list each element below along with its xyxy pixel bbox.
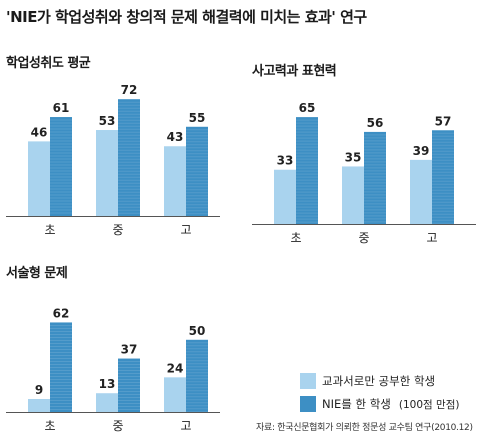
bar-nie-2: [186, 339, 208, 412]
bar-nie-0: [50, 117, 72, 216]
bar-textbook-0: [28, 141, 50, 216]
chart-title: 사고력과 표현력: [252, 64, 337, 79]
legend-swatch-light: [300, 373, 316, 389]
category-label: 초: [44, 223, 55, 237]
bar-textbook-2: [410, 159, 432, 224]
bar-textbook-0: [274, 169, 296, 224]
bar-nie-2: [432, 130, 454, 224]
legend-item-textbook: 교과서로만 공부한 학생: [300, 371, 459, 391]
bar-nie-1: [118, 99, 140, 216]
data-label: 72: [121, 83, 138, 97]
category-label: 고: [180, 419, 191, 433]
bar-textbook-0: [28, 399, 50, 412]
data-label: 65: [299, 101, 316, 115]
chart-title: 서술형 문제: [6, 266, 68, 281]
data-label: 53: [99, 114, 116, 128]
data-label: 46: [31, 125, 48, 139]
data-label: 61: [53, 101, 70, 115]
data-label: 57: [435, 114, 452, 128]
data-label: 35: [345, 150, 362, 164]
chart-svg: 9 62 초 13 37 중 24 50 고: [6, 306, 220, 433]
legend-note: (100점 만점): [398, 398, 460, 411]
bar-nie-0: [296, 117, 318, 224]
source-note: 자료: 한국신문협회가 의뢰한 정문성 교수팀 연구(2010.12): [256, 423, 473, 433]
bar-textbook-2: [164, 377, 186, 412]
data-label: 9: [35, 383, 43, 397]
bar-nie-2: [186, 126, 208, 216]
data-label: 62: [53, 306, 70, 320]
category-label: 초: [290, 231, 301, 245]
bar-textbook-2: [164, 146, 186, 216]
legend-item-nie: NIE를 한 학생 (100점 만점): [300, 394, 459, 414]
data-label: 39: [413, 144, 430, 158]
legend-swatch-dark: [300, 396, 316, 412]
data-label: 56: [367, 116, 384, 130]
bar-textbook-1: [96, 393, 118, 412]
bar-textbook-1: [96, 130, 118, 216]
data-label: 37: [121, 343, 138, 357]
data-label: 33: [277, 154, 294, 168]
chart-descriptive-questions: 서술형 문제 9 62 초 13 37 중 24 50 고: [6, 262, 220, 438]
bar-nie-1: [118, 358, 140, 412]
category-label: 중: [112, 223, 123, 237]
data-label: 24: [167, 361, 184, 375]
legend-label: NIE를 한 학생: [322, 397, 391, 411]
bar-textbook-1: [342, 166, 364, 224]
category-label: 고: [180, 223, 191, 237]
category-label: 중: [112, 419, 123, 433]
legend: 교과서로만 공부한 학생 NIE를 한 학생 (100점 만점): [300, 371, 459, 417]
chart-title: 학업성취도 평균: [6, 56, 91, 71]
bar-nie-0: [50, 322, 72, 412]
data-label: 43: [167, 130, 184, 144]
legend-label: 교과서로만 공부한 학생: [322, 374, 436, 388]
data-label: 55: [189, 111, 206, 125]
category-label: 고: [426, 231, 437, 245]
bar-nie-1: [364, 131, 386, 224]
data-label: 13: [99, 377, 116, 391]
data-label: 50: [189, 324, 206, 338]
main-title: 'NIE가 학업성취와 창의적 문제 해결력에 미치는 효과' 연구: [6, 8, 367, 26]
chart-academic-achievement: 학업성취도 평균 46 61 초 53 72 중 43 55 고: [6, 52, 220, 242]
category-label: 초: [44, 419, 55, 433]
chart-svg: 33 65 초 35 56 중 39 57 고: [252, 101, 476, 245]
chart-thinking-expression: 사고력과 표현력 33 65 초 35 56 중 39 57 고: [252, 60, 476, 245]
category-label: 중: [358, 231, 369, 245]
chart-svg: 46 61 초 53 72 중 43 55 고: [6, 83, 220, 237]
